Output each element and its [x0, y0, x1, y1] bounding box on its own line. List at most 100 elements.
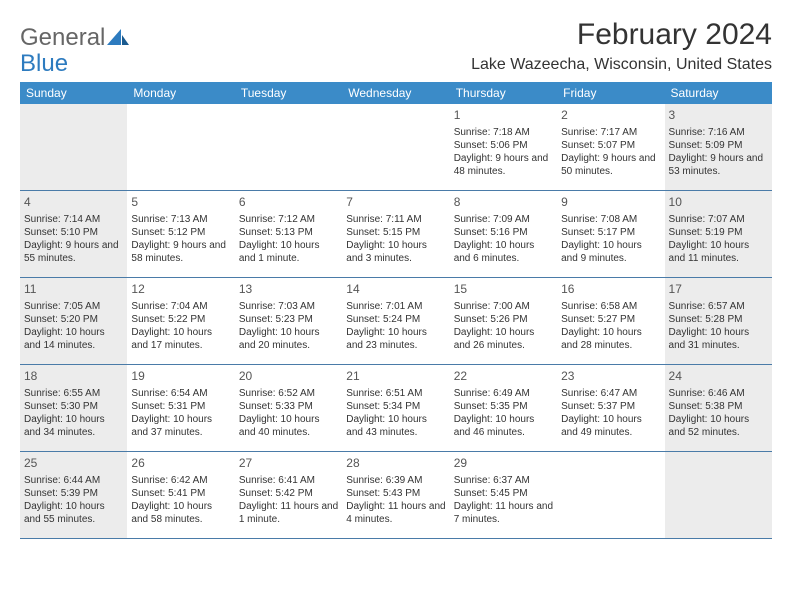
- day-info: Sunrise: 7:11 AMSunset: 5:15 PMDaylight:…: [346, 213, 445, 265]
- day-info: Sunrise: 6:49 AMSunset: 5:35 PMDaylight:…: [454, 387, 553, 439]
- day-cell: [557, 452, 664, 538]
- day-cell: 3Sunrise: 7:16 AMSunset: 5:09 PMDaylight…: [665, 104, 772, 190]
- day-header-saturday: Saturday: [665, 82, 772, 104]
- day-number: 28: [346, 456, 445, 472]
- day-info: Sunrise: 6:52 AMSunset: 5:33 PMDaylight:…: [239, 387, 338, 439]
- day-cell: 29 Sunrise: 6:37 AMSunset: 5:45 PMDayligh…: [450, 452, 557, 538]
- day-info: Sunrise: 7:03 AMSunset: 5:23 PMDaylight:…: [239, 300, 338, 352]
- month-title: February 2024: [471, 18, 772, 52]
- week-row: 11Sunrise: 7:05 AMSunset: 5:20 PMDayligh…: [20, 278, 772, 365]
- day-cell: [127, 104, 234, 190]
- day-info: Sunrise: 6:54 AMSunset: 5:31 PMDaylight:…: [131, 387, 230, 439]
- day-cell: [665, 452, 772, 538]
- weeks-container: 1 Sunrise: 7:18 AMSunset: 5:06 PMDaylight…: [20, 104, 772, 539]
- day-cell: 21 Sunrise: 6:51 AMSunset: 5:34 PMDayligh…: [342, 365, 449, 451]
- day-cell: 28 Sunrise: 6:39 AMSunset: 5:43 PMDayligh…: [342, 452, 449, 538]
- day-cell: 24 Sunrise: 6:46 AMSunset: 5:38 PMDayligh…: [665, 365, 772, 451]
- day-number: 11: [24, 282, 123, 298]
- day-cell: 12 Sunrise: 7:04 AMSunset: 5:22 PMDayligh…: [127, 278, 234, 364]
- day-cell: [20, 104, 127, 190]
- day-info: Sunrise: 7:01 AMSunset: 5:24 PMDaylight:…: [346, 300, 445, 352]
- day-header-sunday: Sunday: [20, 82, 127, 104]
- day-number: 4: [24, 195, 123, 211]
- day-cell: 26 Sunrise: 6:42 AMSunset: 5:41 PMDayligh…: [127, 452, 234, 538]
- logo: General: [20, 18, 129, 52]
- day-cell: 14 Sunrise: 7:01 AMSunset: 5:24 PMDayligh…: [342, 278, 449, 364]
- day-number: 2: [561, 108, 660, 124]
- day-number: 7: [346, 195, 445, 211]
- day-cell: 22 Sunrise: 6:49 AMSunset: 5:35 PMDayligh…: [450, 365, 557, 451]
- day-info: Sunrise: 6:42 AMSunset: 5:41 PMDaylight:…: [131, 474, 230, 526]
- logo-text-general: General: [20, 24, 105, 52]
- day-cell: 5 Sunrise: 7:13 AMSunset: 5:12 PMDaylight…: [127, 191, 234, 277]
- day-number: 21: [346, 369, 445, 385]
- day-info: Sunrise: 6:46 AMSunset: 5:38 PMDaylight:…: [669, 387, 768, 439]
- day-info: Sunrise: 6:41 AMSunset: 5:42 PMDaylight:…: [239, 474, 338, 526]
- day-info: Sunrise: 6:37 AMSunset: 5:45 PMDaylight:…: [454, 474, 553, 526]
- day-number: 9: [561, 195, 660, 211]
- day-info: Sunrise: 6:58 AMSunset: 5:27 PMDaylight:…: [561, 300, 660, 352]
- day-cell: 1 Sunrise: 7:18 AMSunset: 5:06 PMDaylight…: [450, 104, 557, 190]
- day-number: 14: [346, 282, 445, 298]
- day-info: Sunrise: 6:47 AMSunset: 5:37 PMDaylight:…: [561, 387, 660, 439]
- day-info: Sunrise: 7:08 AMSunset: 5:17 PMDaylight:…: [561, 213, 660, 265]
- day-cell: [342, 104, 449, 190]
- day-number: 18: [24, 369, 123, 385]
- day-cell: 23Sunrise: 6:47 AMSunset: 5:37 PMDayligh…: [557, 365, 664, 451]
- day-cell: 8 Sunrise: 7:09 AMSunset: 5:16 PMDaylight…: [450, 191, 557, 277]
- day-info: Sunrise: 7:09 AMSunset: 5:16 PMDaylight:…: [454, 213, 553, 265]
- week-row: 1 Sunrise: 7:18 AMSunset: 5:06 PMDaylight…: [20, 104, 772, 191]
- week-row: 25Sunrise: 6:44 AMSunset: 5:39 PMDayligh…: [20, 452, 772, 539]
- day-number: 26: [131, 456, 230, 472]
- day-number: 20: [239, 369, 338, 385]
- day-cell: 27 Sunrise: 6:41 AMSunset: 5:42 PMDayligh…: [235, 452, 342, 538]
- title-block: February 2024 Lake Wazeecha, Wisconsin, …: [471, 18, 772, 74]
- day-header-wednesday: Wednesday: [342, 82, 449, 104]
- day-info: Sunrise: 7:14 AMSunset: 5:10 PMDaylight:…: [24, 213, 123, 265]
- day-number: 22: [454, 369, 553, 385]
- day-header-row: SundayMondayTuesdayWednesdayThursdayFrid…: [20, 82, 772, 104]
- day-cell: 20 Sunrise: 6:52 AMSunset: 5:33 PMDayligh…: [235, 365, 342, 451]
- day-cell: 10 Sunrise: 7:07 AMSunset: 5:19 PMDayligh…: [665, 191, 772, 277]
- day-info: Sunrise: 7:04 AMSunset: 5:22 PMDaylight:…: [131, 300, 230, 352]
- day-number: 3: [669, 108, 768, 124]
- day-number: 6: [239, 195, 338, 211]
- day-number: 17: [669, 282, 768, 298]
- day-info: Sunrise: 7:12 AMSunset: 5:13 PMDaylight:…: [239, 213, 338, 265]
- day-number: 25: [24, 456, 123, 472]
- day-info: Sunrise: 7:18 AMSunset: 5:06 PMDaylight:…: [454, 126, 553, 178]
- day-cell: 19 Sunrise: 6:54 AMSunset: 5:31 PMDayligh…: [127, 365, 234, 451]
- day-cell: [235, 104, 342, 190]
- day-info: Sunrise: 6:51 AMSunset: 5:34 PMDaylight:…: [346, 387, 445, 439]
- day-number: 27: [239, 456, 338, 472]
- day-number: 10: [669, 195, 768, 211]
- day-number: 29: [454, 456, 553, 472]
- location: Lake Wazeecha, Wisconsin, United States: [471, 56, 772, 74]
- day-info: Sunrise: 6:39 AMSunset: 5:43 PMDaylight:…: [346, 474, 445, 526]
- day-cell: 6 Sunrise: 7:12 AMSunset: 5:13 PMDaylight…: [235, 191, 342, 277]
- day-number: 8: [454, 195, 553, 211]
- logo-text-blue: Blue: [20, 50, 68, 77]
- day-number: 5: [131, 195, 230, 211]
- day-cell: 13Sunrise: 7:03 AMSunset: 5:23 PMDayligh…: [235, 278, 342, 364]
- week-row: 4 Sunrise: 7:14 AMSunset: 5:10 PMDaylight…: [20, 191, 772, 278]
- day-number: 15: [454, 282, 553, 298]
- day-number: 12: [131, 282, 230, 298]
- header: General February 2024 Lake Wazeecha, Wis…: [20, 18, 772, 74]
- day-number: 19: [131, 369, 230, 385]
- week-row: 18Sunrise: 6:55 AMSunset: 5:30 PMDayligh…: [20, 365, 772, 452]
- day-number: 16: [561, 282, 660, 298]
- day-cell: 11Sunrise: 7:05 AMSunset: 5:20 PMDayligh…: [20, 278, 127, 364]
- day-cell: 9 Sunrise: 7:08 AMSunset: 5:17 PMDaylight…: [557, 191, 664, 277]
- day-header-thursday: Thursday: [450, 82, 557, 104]
- day-cell: 15Sunrise: 7:00 AMSunset: 5:26 PMDayligh…: [450, 278, 557, 364]
- day-cell: 2Sunrise: 7:17 AMSunset: 5:07 PMDaylight…: [557, 104, 664, 190]
- day-header-tuesday: Tuesday: [235, 82, 342, 104]
- day-number: 1: [454, 108, 553, 124]
- day-cell: 16 Sunrise: 6:58 AMSunset: 5:27 PMDayligh…: [557, 278, 664, 364]
- day-cell: 4 Sunrise: 7:14 AMSunset: 5:10 PMDaylight…: [20, 191, 127, 277]
- day-number: 24: [669, 369, 768, 385]
- day-info: Sunrise: 7:07 AMSunset: 5:19 PMDaylight:…: [669, 213, 768, 265]
- day-header-monday: Monday: [127, 82, 234, 104]
- day-info: Sunrise: 7:13 AMSunset: 5:12 PMDaylight:…: [131, 213, 230, 265]
